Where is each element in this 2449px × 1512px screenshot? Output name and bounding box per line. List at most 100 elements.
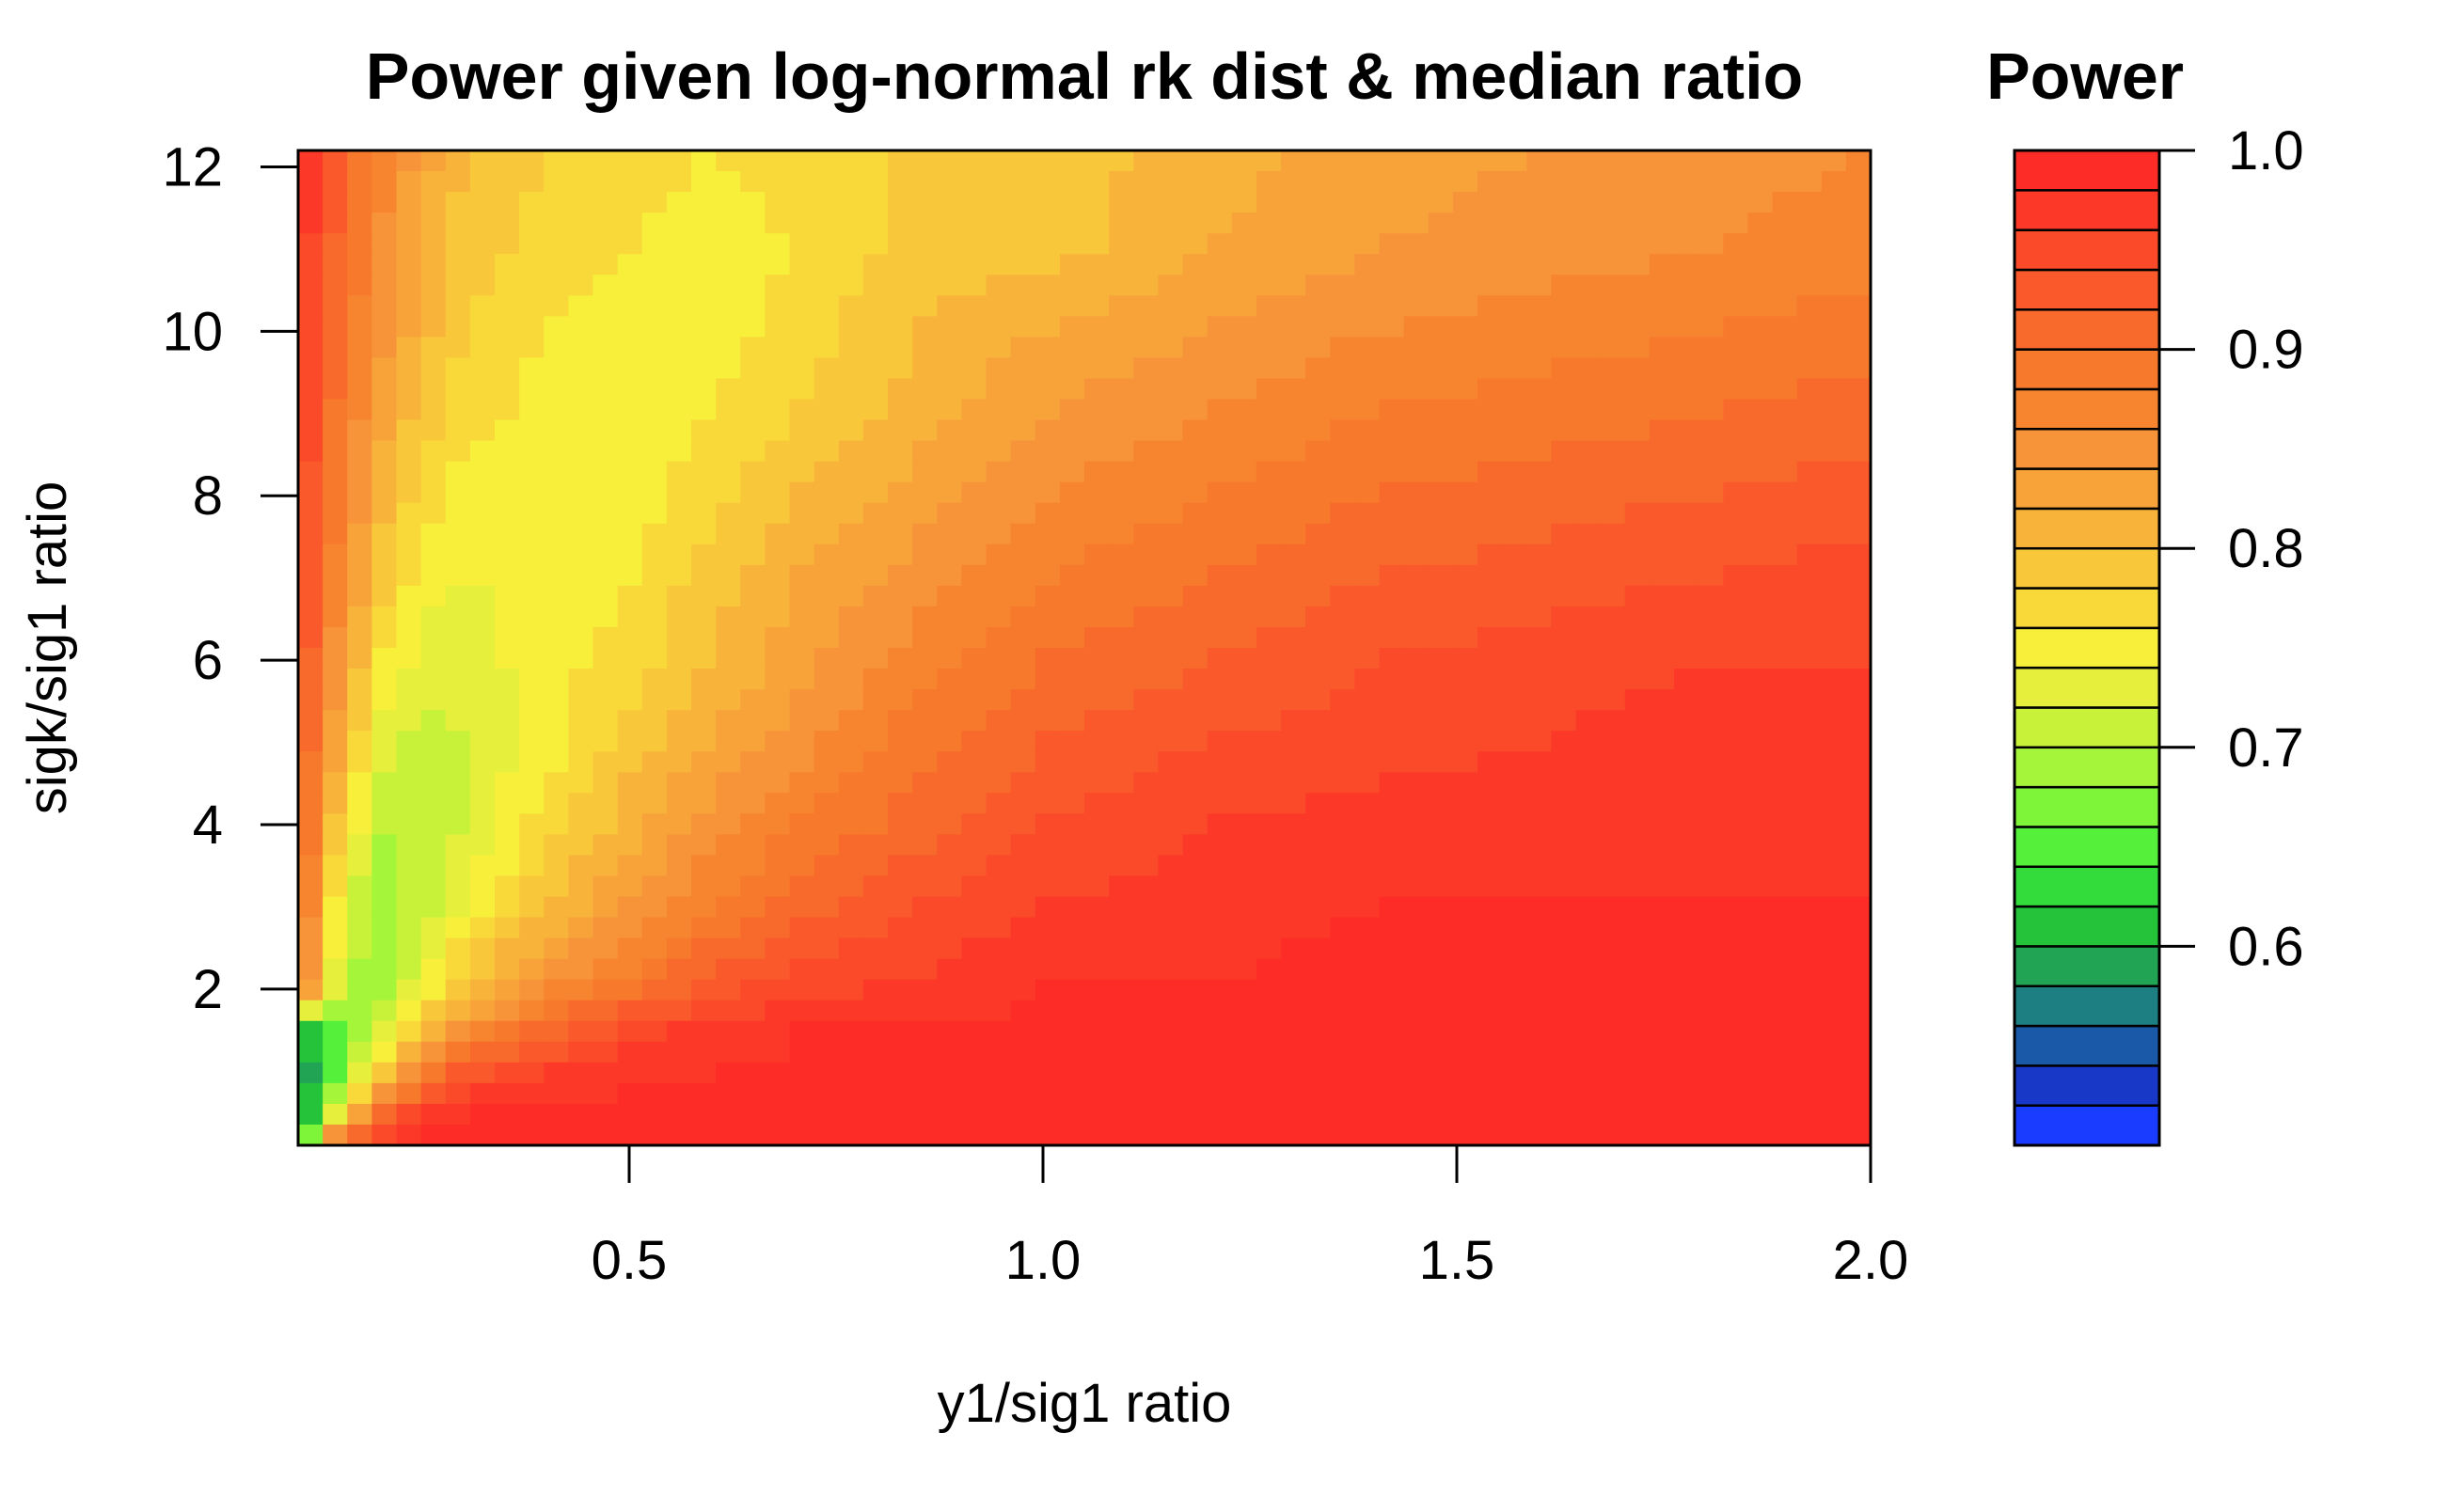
heatmap-cell	[691, 254, 717, 276]
heatmap-cell	[298, 772, 324, 794]
heatmap-cell	[641, 378, 668, 401]
heatmap-cell	[1772, 316, 1798, 338]
heatmap-cell	[716, 337, 741, 359]
heatmap-cell	[1477, 1000, 1503, 1022]
heatmap-cell	[1796, 295, 1823, 317]
heatmap-cell	[371, 751, 398, 773]
heatmap-cell	[986, 378, 1012, 401]
heatmap-cell	[838, 834, 864, 857]
heatmap-cell	[1772, 213, 1798, 234]
heatmap-cell	[1723, 979, 1748, 1001]
heatmap-cell	[495, 440, 520, 463]
heatmap-cell	[1526, 357, 1552, 380]
heatmap-cell	[1084, 1020, 1110, 1043]
heatmap-cell	[1821, 896, 1847, 919]
heatmap-cell	[1821, 1000, 1847, 1022]
heatmap-cell	[592, 751, 619, 773]
heatmap-cell	[1575, 399, 1602, 421]
heatmap-cell	[1674, 564, 1699, 587]
legend-swatch	[2013, 905, 2161, 948]
heatmap-cell	[420, 233, 447, 255]
heatmap-cell	[641, 1124, 668, 1146]
heatmap-cell	[617, 813, 643, 835]
heatmap-cell	[814, 543, 840, 566]
heatmap-cell	[862, 150, 889, 172]
heatmap-cell	[1207, 481, 1233, 504]
heatmap-cell	[1624, 731, 1651, 752]
heatmap-cell	[1133, 254, 1159, 276]
heatmap-cell	[1305, 937, 1331, 960]
heatmap-cell	[740, 254, 766, 276]
heatmap-cell	[814, 793, 840, 814]
heatmap-cell	[1575, 1041, 1602, 1063]
heatmap-cell	[1452, 979, 1478, 1001]
heatmap-cell	[666, 316, 692, 338]
heatmap-cell	[862, 233, 889, 255]
heatmap-cell	[445, 1020, 471, 1043]
heatmap-cell	[1109, 917, 1134, 939]
heatmap-cell	[1452, 502, 1478, 525]
heatmap-cell	[1305, 233, 1331, 255]
heatmap-cell	[420, 626, 447, 649]
heatmap-cell	[716, 1124, 741, 1146]
heatmap-cell	[420, 648, 447, 669]
heatmap-cell	[1010, 213, 1036, 234]
heatmap-cell	[469, 461, 496, 483]
heatmap-cell	[1109, 1041, 1134, 1063]
heatmap-cell	[912, 689, 938, 711]
heatmap-cell	[1256, 1103, 1282, 1126]
heatmap-cell	[961, 710, 988, 732]
heatmap-cell	[862, 337, 889, 359]
heatmap-cell	[986, 772, 1012, 794]
heatmap-cell	[765, 1062, 791, 1084]
heatmap-cell	[1084, 606, 1110, 628]
heatmap-cell	[1600, 481, 1626, 504]
heatmap-cell	[1256, 233, 1282, 255]
heatmap-cell	[765, 481, 791, 504]
heatmap-cell	[1403, 917, 1430, 939]
heatmap-cell	[1575, 896, 1602, 919]
heatmap-cell	[469, 233, 496, 255]
heatmap-cell	[1084, 1000, 1110, 1022]
heatmap-cell	[1698, 875, 1724, 898]
heatmap-cell	[519, 337, 545, 359]
heatmap-cell	[789, 502, 815, 525]
heatmap-cell	[1502, 606, 1527, 628]
heatmap-cell	[1109, 626, 1134, 649]
heatmap-cell	[1403, 275, 1430, 296]
heatmap-cell	[1084, 543, 1110, 566]
heatmap-cell	[1231, 1041, 1257, 1063]
heatmap-cell	[666, 481, 692, 504]
heatmap-cell	[740, 564, 766, 587]
heatmap-cell	[1845, 606, 1872, 628]
heatmap-cell	[912, 585, 938, 607]
heatmap-cell	[519, 875, 545, 898]
heatmap-cell	[691, 626, 717, 649]
heatmap-cell	[838, 772, 864, 794]
heatmap-cell	[1624, 648, 1651, 669]
heatmap-cell	[1698, 1000, 1724, 1022]
heatmap-cell	[347, 896, 372, 919]
heatmap-cell	[862, 275, 889, 296]
heatmap-cell	[568, 461, 594, 483]
heatmap-cell	[814, 917, 840, 939]
heatmap-cell	[1747, 958, 1774, 981]
heatmap-cell	[1084, 461, 1110, 483]
heatmap-cell	[691, 710, 717, 732]
heatmap-cell	[1035, 316, 1061, 338]
heatmap-cell	[912, 233, 938, 255]
heatmap-cell	[1256, 357, 1282, 380]
heatmap-cell	[1624, 896, 1651, 919]
heatmap-cell	[1133, 233, 1159, 255]
heatmap-cell	[1354, 1103, 1381, 1126]
heatmap-cell	[986, 1124, 1012, 1146]
heatmap-cell	[1281, 606, 1306, 628]
y-axis-label: sigk/sig1 ratio	[17, 481, 78, 815]
heatmap-cell	[1796, 710, 1823, 732]
heatmap-cell	[1477, 150, 1503, 172]
heatmap-cell	[1035, 917, 1061, 939]
heatmap-cell	[1575, 564, 1602, 587]
heatmap-cell	[765, 440, 791, 463]
heatmap-cell	[1600, 1062, 1626, 1084]
heatmap-cell	[1428, 669, 1454, 690]
